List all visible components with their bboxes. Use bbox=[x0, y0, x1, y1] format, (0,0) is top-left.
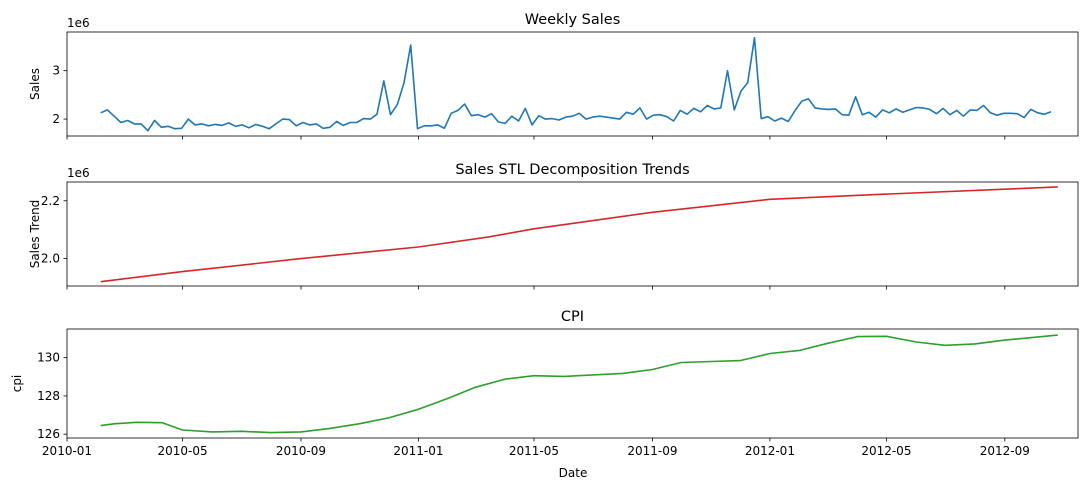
chart-panel-3: 126 128 130 2010-01 2010-05 2010-09 2011-01 201… bbox=[10, 309, 1079, 458]
x-tick-label: 2010-01 bbox=[42, 444, 92, 458]
y-tick-label: 2.0 bbox=[41, 252, 60, 266]
x-tick-label: 2012-05 bbox=[861, 444, 911, 458]
y-tick-label: 2.2 bbox=[41, 194, 60, 208]
offset-text: 1e6 bbox=[67, 166, 90, 180]
chart-panel-2: 2.0 2.2 Sales STL Decomposition Trends Sale… bbox=[28, 162, 1079, 290]
x-tick-label: 2011-01 bbox=[393, 444, 443, 458]
x-tick-label: 2010-05 bbox=[157, 444, 207, 458]
offset-text: 1e6 bbox=[67, 16, 90, 30]
y-tick-label: 126 bbox=[37, 427, 60, 441]
x-tick-label: 2011-05 bbox=[509, 444, 559, 458]
y-tick-label: 128 bbox=[37, 389, 60, 403]
y-axis-label: cpi bbox=[10, 375, 24, 393]
x-axis-label: Date bbox=[559, 466, 588, 480]
x-tick-label: 2011-09 bbox=[627, 444, 677, 458]
x-tick-label: 2012-01 bbox=[745, 444, 795, 458]
series-line bbox=[100, 334, 1058, 434]
x-tick-label: 2010-09 bbox=[276, 444, 326, 458]
series-line bbox=[100, 186, 1058, 283]
chart-panel-1: 2 3 Weekly Sales Sales 1e6 bbox=[28, 12, 1079, 140]
y-tick-label: 3 bbox=[52, 64, 60, 78]
y-axis-label: Sales Trend bbox=[28, 200, 42, 269]
chart-title: Weekly Sales bbox=[525, 12, 621, 28]
chart-title: CPI bbox=[561, 309, 584, 325]
axes-frame bbox=[66, 181, 1079, 287]
axes-frame bbox=[66, 31, 1079, 137]
y-tick-label: 2 bbox=[52, 112, 60, 126]
y-tick-label: 130 bbox=[37, 351, 60, 365]
y-axis-label: Sales bbox=[28, 68, 42, 100]
series-line bbox=[100, 37, 1052, 132]
x-tick-label: 2012-09 bbox=[980, 444, 1030, 458]
chart-title: Sales STL Decomposition Trends bbox=[455, 162, 689, 178]
axes-frame bbox=[66, 328, 1079, 439]
